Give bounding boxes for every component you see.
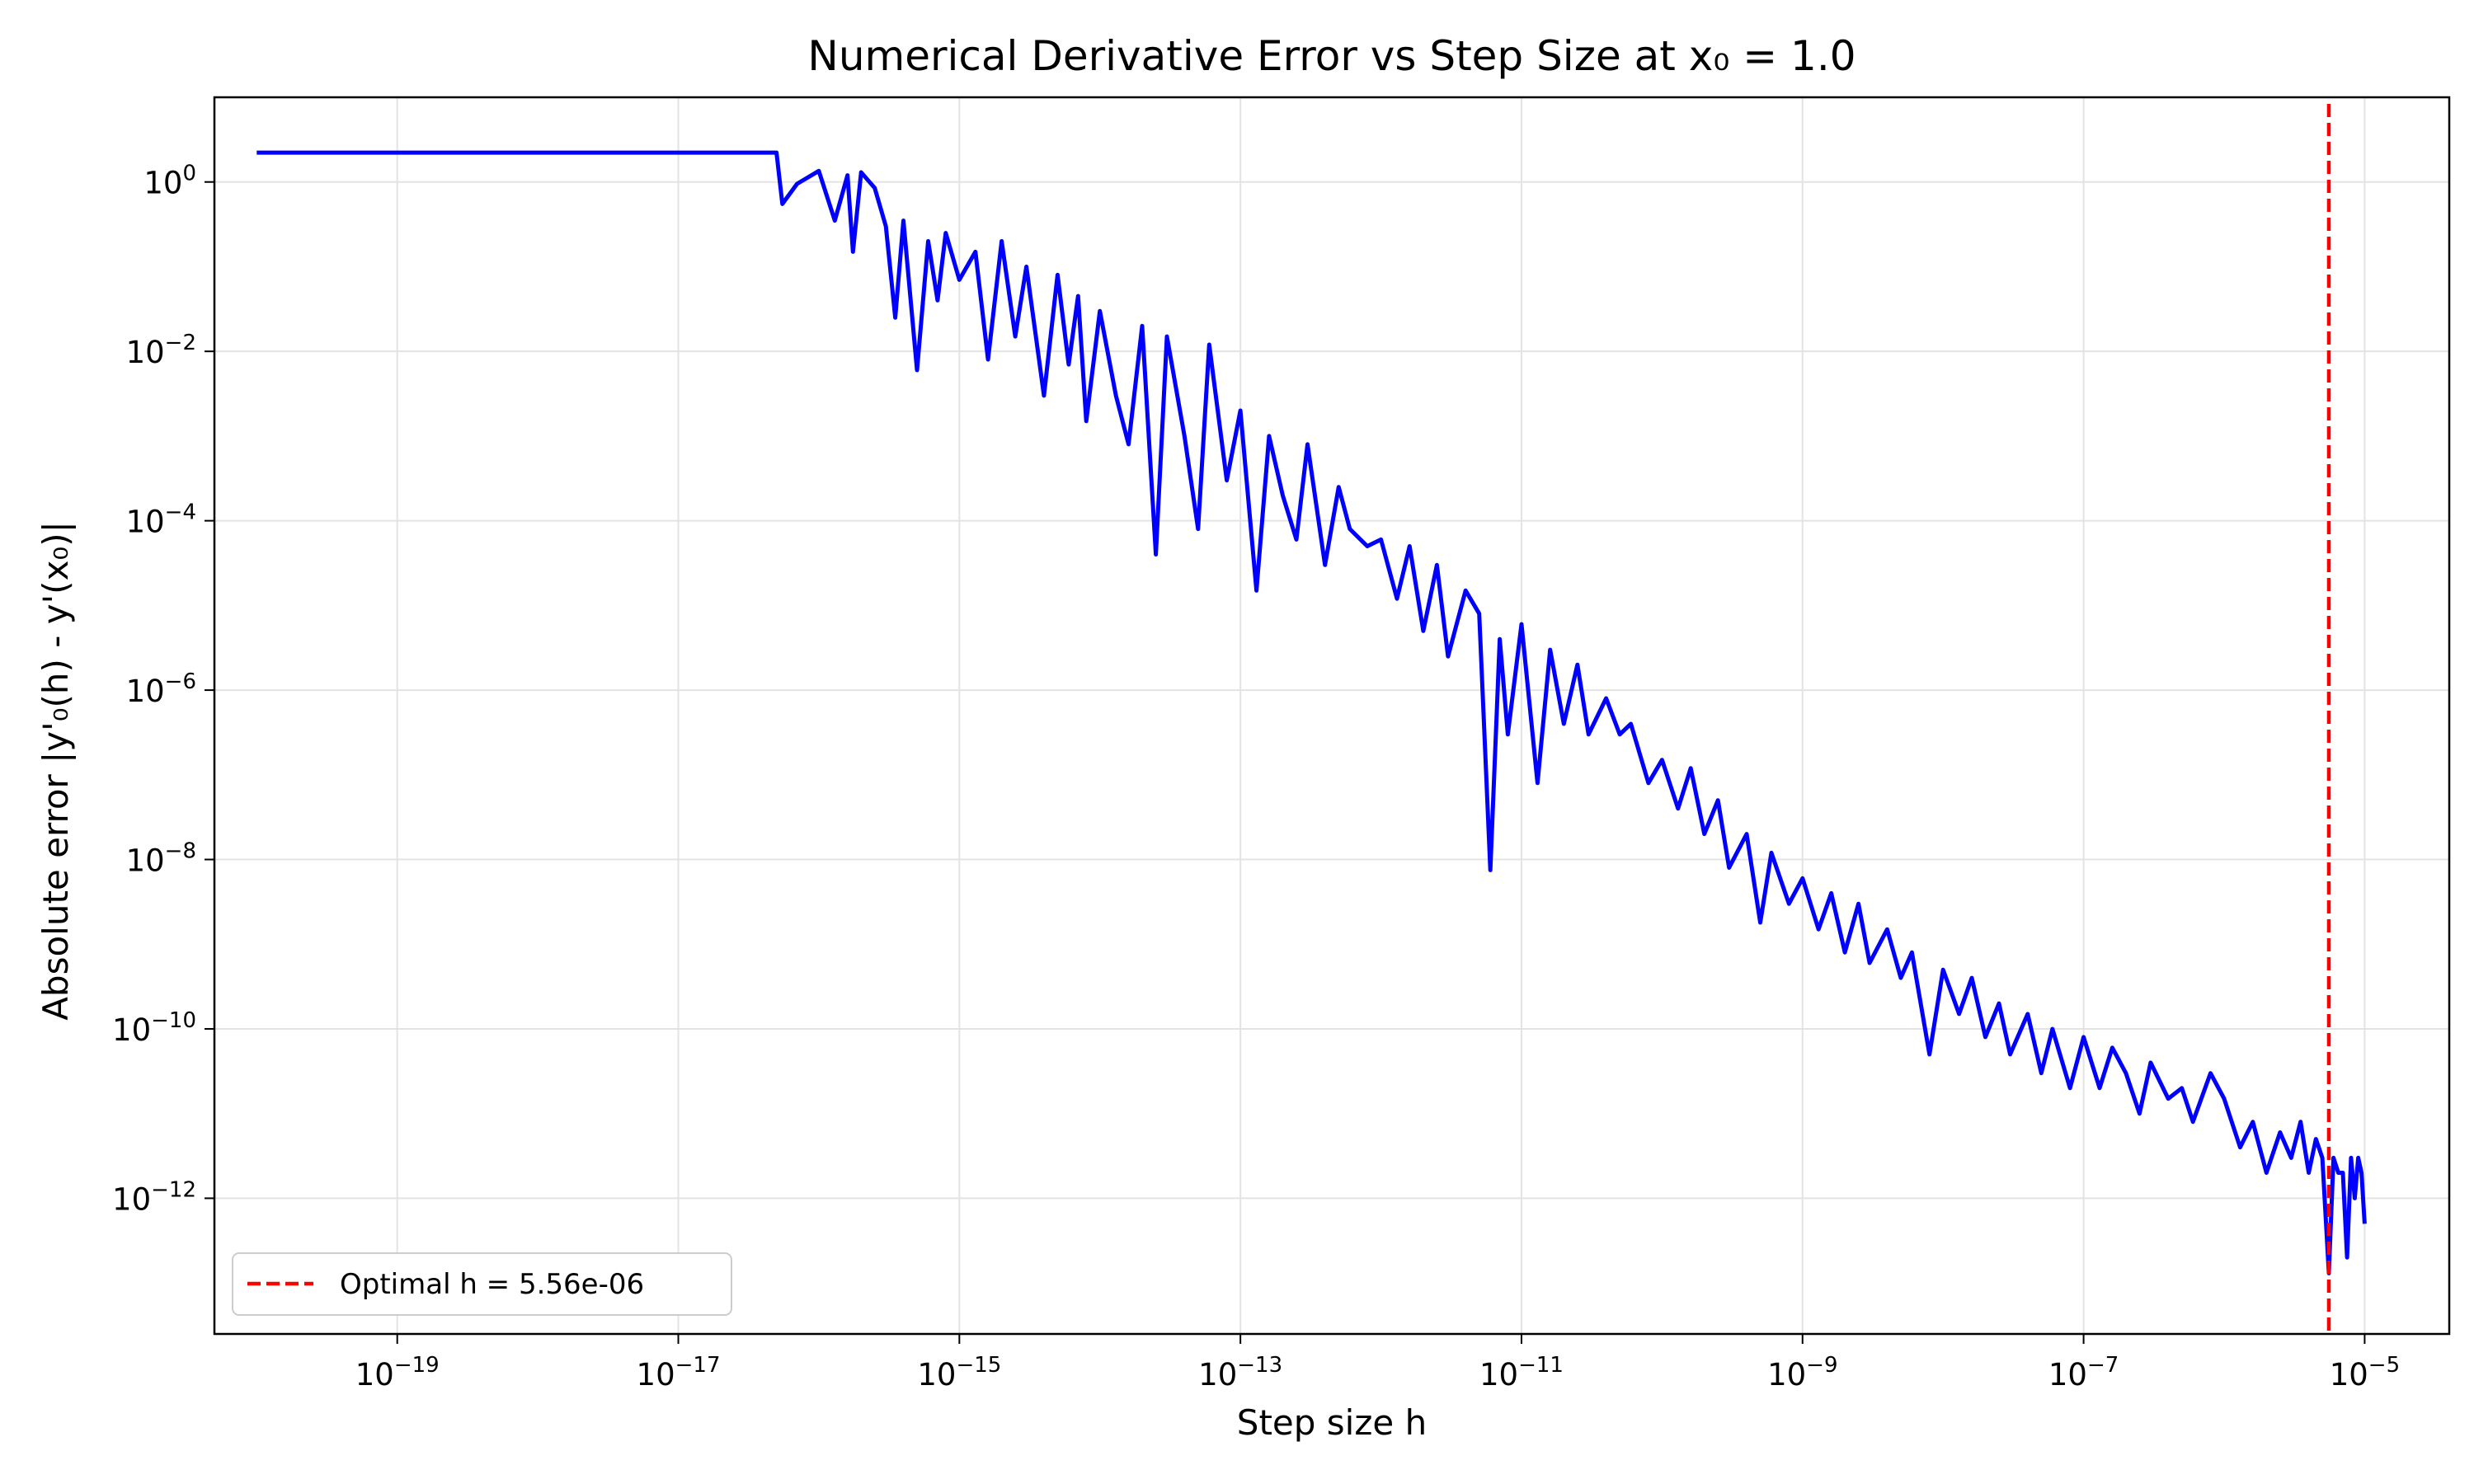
x-tick-label: 10−9 <box>1767 1353 1837 1392</box>
x-tick-label: 10−19 <box>355 1353 440 1392</box>
y-tick-label: 10−2 <box>126 331 196 370</box>
x-tick-label: 10−15 <box>917 1353 1001 1392</box>
legend-box <box>232 1252 732 1316</box>
x-tick-label: 10−13 <box>1198 1353 1282 1392</box>
error-series-line <box>256 150 2367 1275</box>
x-tick-label: 10−17 <box>637 1353 721 1392</box>
y-tick-label: 10−4 <box>126 500 196 540</box>
series-layer <box>256 104 2367 1334</box>
x-tick-label: 10−7 <box>2048 1353 2119 1392</box>
x-tick-label: 10−5 <box>2330 1353 2400 1392</box>
y-tick-label: 10−10 <box>112 1008 196 1048</box>
y-tick-label: 10−12 <box>112 1177 196 1217</box>
y-tick-label: 10−6 <box>126 669 196 709</box>
x-axis-label: Step size h <box>1237 1402 1427 1443</box>
plot-frame <box>213 96 2451 1336</box>
x-tick-label: 10−11 <box>1479 1353 1564 1392</box>
chart-title: Numerical Derivative Error vs Step Size … <box>807 32 1856 80</box>
legend-entry-optimal-h: Optimal h = 5.56e-06 <box>340 1268 644 1301</box>
ticks: 10−19 10−17 10−15 10−13 10−11 10−9 10−7 10−5 100… <box>112 162 2400 1392</box>
legend: Optimal h = 5.56e-06 <box>232 1252 732 1316</box>
y-axis-label: Absolute error |y'₀(h) - y'(x₀)| <box>35 521 76 1021</box>
y-tick-label: 100 <box>143 162 196 201</box>
y-tick-label: 10−8 <box>126 839 196 879</box>
